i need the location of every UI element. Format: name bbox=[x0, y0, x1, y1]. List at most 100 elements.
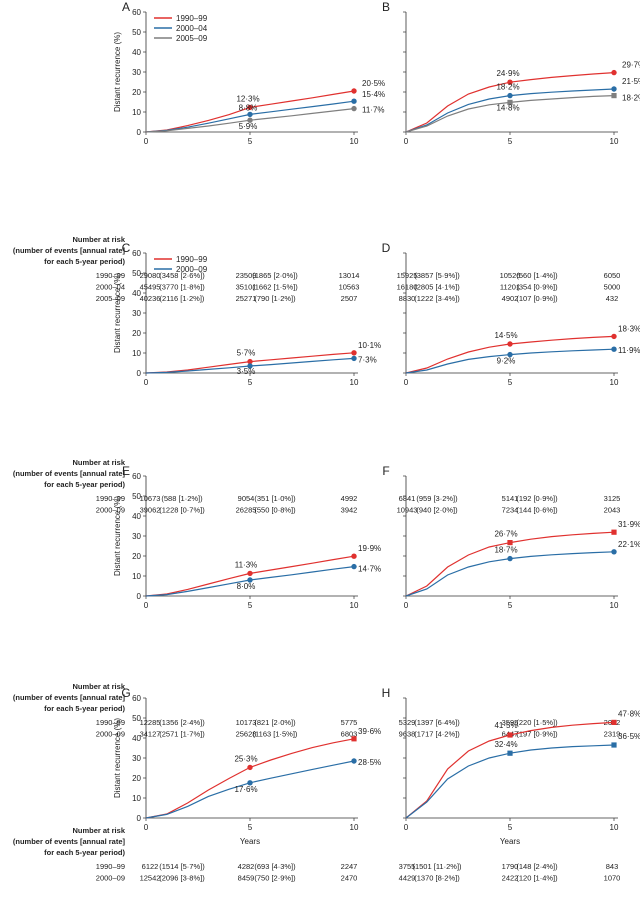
series-line bbox=[405, 744, 615, 819]
risk-cell: (1228 [0·7%]) bbox=[159, 506, 205, 515]
data-label: 3·5% bbox=[237, 367, 256, 376]
x-tick-label: 5 bbox=[508, 601, 513, 610]
data-label: 19·9% bbox=[358, 544, 381, 553]
risk-cell: (750 [2·9%]) bbox=[254, 874, 296, 883]
data-label: 25·3% bbox=[234, 754, 257, 763]
data-label: 11·9% bbox=[618, 346, 640, 355]
risk-cell: 9054 bbox=[238, 494, 255, 503]
risk-cell: 432 bbox=[606, 294, 619, 303]
data-point bbox=[507, 750, 513, 756]
data-point bbox=[247, 764, 253, 771]
risk-cell: 8830 bbox=[399, 294, 416, 303]
panel-letter: C bbox=[122, 241, 131, 255]
risk-header: for each 5-year period) bbox=[44, 848, 125, 857]
data-label: 24·9% bbox=[496, 69, 519, 78]
y-tick-label: 30 bbox=[132, 68, 141, 77]
risk-cell: (3458 [2·6%]) bbox=[159, 271, 205, 280]
data-label: 9·2% bbox=[497, 357, 516, 366]
x-tick-label: 0 bbox=[144, 378, 149, 387]
risk-cell: 8459 bbox=[238, 874, 255, 883]
risk-header: for each 5-year period) bbox=[44, 257, 125, 266]
x-axis-label: Years bbox=[500, 837, 520, 846]
x-tick-label: 5 bbox=[248, 137, 253, 146]
data-label: 8·0% bbox=[237, 582, 256, 591]
risk-cell: 23509 bbox=[236, 271, 257, 280]
risk-cell: (959 [3·2%]) bbox=[416, 494, 458, 503]
panel-a: A 0 10 20 30 40 50 60 0 5 10 Distant recurrence (%)… bbox=[13, 0, 385, 303]
y-tick-label: 0 bbox=[137, 128, 142, 137]
data-label: 11·7% bbox=[362, 106, 385, 115]
x-tick-label: 10 bbox=[610, 601, 619, 610]
y-tick-label: 40 bbox=[132, 289, 141, 298]
y-tick-label: 30 bbox=[132, 754, 141, 763]
data-label: 26·7% bbox=[494, 530, 517, 539]
risk-cell: 3125 bbox=[604, 494, 621, 503]
data-point bbox=[247, 117, 253, 123]
risk-cell: 26285 bbox=[236, 506, 257, 515]
y-tick-label: 40 bbox=[132, 512, 141, 521]
risk-cell: (2805 [4·1%]) bbox=[414, 283, 460, 292]
data-label: 20·5% bbox=[362, 79, 385, 88]
risk-header: Number at risk bbox=[72, 235, 125, 244]
risk-cell: 25628 bbox=[236, 730, 257, 739]
data-point bbox=[611, 86, 617, 92]
risk-header: Number at risk bbox=[72, 682, 125, 691]
y-tick-label: 0 bbox=[137, 814, 142, 823]
panel-letter: A bbox=[122, 0, 130, 14]
data-label: 18·2% bbox=[496, 83, 519, 92]
data-point bbox=[507, 99, 513, 105]
risk-cell: 35101 bbox=[236, 283, 257, 292]
risk-cell: 13014 bbox=[339, 271, 360, 280]
risk-row-label: 1990–99 bbox=[96, 862, 125, 871]
risk-header: (number of events [annual rate] bbox=[13, 469, 126, 478]
x-axis-label: Years bbox=[240, 837, 260, 846]
risk-row-label: 2000–09 bbox=[96, 506, 125, 515]
risk-cell: (1717 [4·2%]) bbox=[414, 730, 460, 739]
data-label: 7·3% bbox=[358, 355, 377, 364]
x-tick-label: 0 bbox=[144, 137, 149, 146]
data-label: 18·7% bbox=[494, 546, 517, 555]
y-axis-label: Distant recurrence (%) bbox=[113, 32, 122, 112]
risk-cell: (1222 [3·4%]) bbox=[414, 294, 460, 303]
risk-cell: 4902 bbox=[502, 294, 519, 303]
data-point bbox=[351, 88, 357, 94]
data-label: 22·1% bbox=[618, 540, 640, 549]
x-tick-label: 0 bbox=[404, 378, 409, 387]
risk-cell: 12285 bbox=[140, 718, 161, 727]
y-tick-label: 40 bbox=[132, 48, 141, 57]
panel-letter: H bbox=[382, 686, 391, 700]
risk-cell: (1370 [8·2%]) bbox=[414, 874, 460, 883]
risk-cell: (3770 [1·8%]) bbox=[159, 283, 205, 292]
y-tick-label: 0 bbox=[137, 369, 142, 378]
data-point bbox=[611, 93, 617, 99]
panel-d: D 0 5 10 14·5% 18·3% 9·2% 11·9% 6841 (959 [3·2%])… bbox=[382, 241, 640, 515]
data-point bbox=[351, 355, 357, 362]
y-tick-label: 10 bbox=[132, 572, 141, 581]
y-tick-label: 40 bbox=[132, 734, 141, 743]
data-point bbox=[507, 79, 513, 85]
data-point bbox=[611, 333, 617, 340]
data-point bbox=[611, 529, 617, 535]
y-tick-label: 30 bbox=[132, 532, 141, 541]
risk-cell: 6803 bbox=[341, 730, 358, 739]
risk-cell: (107 [0·9%]) bbox=[516, 294, 558, 303]
data-point bbox=[351, 563, 357, 570]
risk-cell: (550 [0·8%]) bbox=[254, 506, 296, 515]
data-point bbox=[611, 549, 617, 555]
risk-header: (number of events [annual rate] bbox=[13, 246, 126, 255]
risk-cell: 6841 bbox=[399, 494, 416, 503]
risk-cell: 39062 bbox=[140, 506, 161, 515]
y-tick-label: 20 bbox=[132, 552, 141, 561]
risk-cell: (693 [4·3%]) bbox=[254, 862, 296, 871]
risk-cell: 40236 bbox=[140, 294, 161, 303]
x-tick-label: 0 bbox=[404, 137, 409, 146]
x-tick-label: 10 bbox=[610, 823, 619, 832]
y-tick-label: 0 bbox=[137, 592, 142, 601]
risk-cell: 29080 bbox=[140, 271, 161, 280]
risk-header: for each 5-year period) bbox=[44, 704, 125, 713]
risk-cell: 5775 bbox=[341, 718, 358, 727]
risk-cell: (940 [2·0%]) bbox=[416, 506, 458, 515]
risk-header: (number of events [annual rate] bbox=[13, 837, 126, 846]
data-point bbox=[247, 363, 253, 369]
